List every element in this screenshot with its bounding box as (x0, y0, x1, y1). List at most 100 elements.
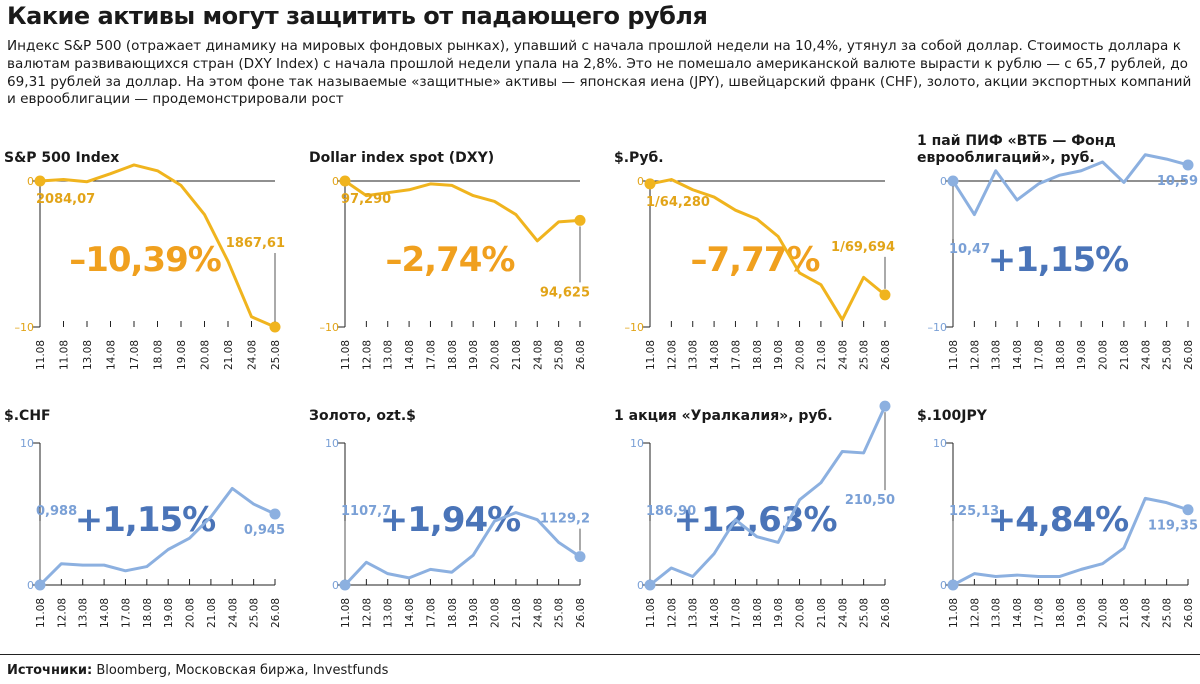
chart-panel-4: 1 пай ПИФ «ВТБ — Фонд еврооблигаций», руб… (917, 133, 1198, 370)
end-value-label: 1/69,694 (831, 240, 895, 255)
x-tick-label: 14.08 (404, 340, 416, 370)
y-tick-label: 0 (27, 175, 34, 188)
chart-title-line: 1 пай ПИФ «ВТБ — Фонд (917, 133, 1116, 149)
start-value-label: 125,13 (949, 504, 999, 519)
x-tick-label: 25.08 (249, 598, 261, 628)
source-note: Источники: Bloomberg, Московская биржа, … (7, 663, 388, 678)
x-tick-label: 17.08 (120, 598, 132, 628)
x-tick-label: 18.08 (142, 598, 154, 628)
end-point (269, 321, 281, 333)
x-tick-label: 21.08 (816, 340, 828, 370)
x-tick-label: 13.08 (78, 598, 90, 628)
series-line (343, 179, 582, 243)
x-tick-label: 13.08 (688, 340, 700, 370)
x-tick-label: 25.08 (859, 598, 871, 628)
x-tick-label: 20.08 (490, 598, 502, 628)
start-value-label: 10,47 (949, 242, 990, 257)
x-tick-label: 17.08 (1033, 340, 1045, 370)
x-tick-label: 26.08 (1183, 598, 1195, 628)
change-label: –2,74% (386, 240, 515, 280)
series-line (648, 178, 887, 322)
start-value-label: 1/64,280 (646, 195, 710, 210)
x-tick-label: 24.08 (837, 598, 849, 628)
x-tick-label: 26.08 (270, 598, 282, 628)
x-tick-label: 20.08 (1098, 340, 1110, 370)
x-tick-label: 13.08 (688, 598, 700, 628)
x-tick-label: 21.08 (1119, 598, 1131, 628)
x-tick-label: 12.08 (666, 340, 678, 370)
x-tick-label: 17.08 (425, 598, 437, 628)
y-tick-label: 10 (630, 437, 644, 450)
x-tick-label: 21.08 (816, 598, 828, 628)
series-line (38, 163, 277, 329)
x-tick-label: 18.08 (752, 340, 764, 370)
x-tick-label: 17.08 (730, 340, 742, 370)
x-tick-label: 20.08 (1098, 598, 1110, 628)
x-tick-label: 24.08 (227, 598, 239, 628)
series-line (38, 486, 277, 587)
x-tick-label: 20.08 (795, 598, 807, 628)
x-tick-label: 13.08 (991, 340, 1003, 370)
start-point (339, 579, 351, 591)
x-tick-label: 11.08 (59, 340, 71, 370)
x-tick-label: 19.08 (773, 598, 785, 628)
x-tick-label: 25.08 (1162, 598, 1174, 628)
x-tick-label: 21.08 (511, 598, 523, 628)
y-tick-label: 0 (940, 175, 947, 188)
source-text: Bloomberg, Московская биржа, Investfunds (96, 663, 389, 678)
y-tick-label: 10 (20, 437, 34, 450)
series-line (951, 496, 1190, 587)
x-tick-label: 19.08 (468, 598, 480, 628)
x-tick-label: 14.08 (709, 598, 721, 628)
start-value-label: 186,90 (646, 504, 696, 519)
x-tick-label: 20.08 (490, 340, 502, 370)
end-value-label: 10,59 (1157, 174, 1198, 189)
x-tick-label: 14.08 (106, 340, 118, 370)
x-tick-label: 12.08 (969, 598, 981, 628)
x-tick-label: 24.08 (1140, 598, 1152, 628)
start-point (644, 579, 656, 591)
end-point (574, 214, 586, 226)
end-point (879, 400, 891, 412)
x-tick-label: 12.08 (361, 340, 373, 370)
y-tick-label: 0 (940, 579, 947, 592)
x-tick-label: 19.08 (1076, 598, 1088, 628)
x-tick-label: 25.08 (554, 598, 566, 628)
x-tick-label: 21.08 (223, 340, 235, 370)
x-tick-label: 14.08 (709, 340, 721, 370)
y-tick-label: –10 (15, 321, 35, 334)
x-tick-label: 12.08 (666, 598, 678, 628)
y-tick-label: 10 (325, 437, 339, 450)
start-point (34, 175, 46, 187)
start-point (947, 579, 959, 591)
x-tick-label: 26.08 (575, 340, 587, 370)
source-label: Источники: (7, 663, 93, 678)
x-tick-label: 24.08 (1140, 340, 1152, 370)
x-tick-label: 24.08 (532, 340, 544, 370)
y-tick-label: 10 (933, 437, 947, 450)
x-tick-label: 18.08 (153, 340, 165, 370)
x-tick-label: 11.08 (340, 340, 352, 370)
chart-title: 1 акция «Уралкалия», руб. (614, 408, 833, 424)
chart-panel-7: 1 акция «Уралкалия», руб. 10 011.08 12.08 13… (614, 400, 895, 628)
x-tick-label: 12.08 (969, 340, 981, 370)
x-tick-label: 11.08 (948, 340, 960, 370)
x-tick-label: 20.08 (200, 340, 212, 370)
end-point (1182, 504, 1194, 516)
x-tick-label: 17.08 (1033, 598, 1045, 628)
start-value-label: 97,290 (341, 192, 391, 207)
footer-divider (0, 654, 1200, 655)
y-tick-label: –10 (625, 321, 645, 334)
x-tick-label: 21.08 (1119, 340, 1131, 370)
start-value-label: 0,988 (36, 504, 77, 519)
end-value-label: 119,35 (1148, 519, 1198, 534)
y-tick-label: 0 (637, 175, 644, 188)
x-tick-label: 26.08 (575, 598, 587, 628)
x-tick-label: 17.08 (129, 340, 141, 370)
series-line (648, 404, 887, 587)
x-tick-label: 20.08 (185, 598, 197, 628)
y-tick-label: –10 (928, 321, 948, 334)
x-tick-label: 11.08 (948, 598, 960, 628)
